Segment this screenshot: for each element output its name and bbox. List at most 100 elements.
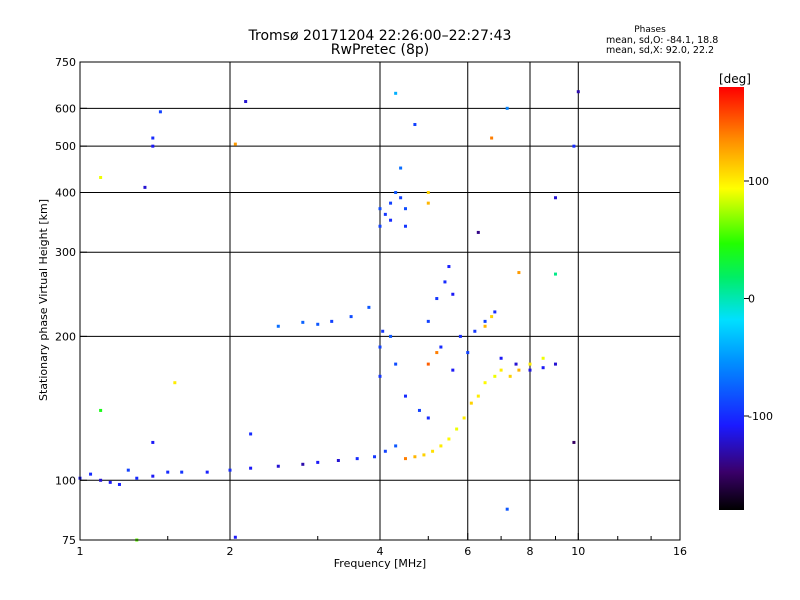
data-point	[180, 470, 184, 474]
colorbar-tick-label: 100	[748, 175, 769, 188]
data-point	[490, 136, 494, 140]
data-point	[541, 356, 545, 360]
data-point	[383, 449, 387, 453]
data-point	[301, 320, 305, 324]
colorbar-ticks: 100 0 -100	[744, 175, 773, 423]
data-point	[422, 453, 426, 457]
data-point	[301, 462, 305, 466]
data-point	[458, 334, 462, 338]
data-point	[151, 440, 155, 444]
data-point	[572, 440, 576, 444]
data-point	[403, 394, 407, 398]
x-tick-label: 2	[227, 545, 234, 558]
data-point	[508, 374, 512, 378]
colorbar-tick-label: -100	[748, 410, 773, 423]
data-point	[528, 362, 532, 366]
data-point	[399, 166, 403, 170]
phase-heading: Phases	[634, 25, 666, 35]
data-point	[413, 123, 417, 127]
data-point	[473, 329, 477, 333]
data-point	[316, 322, 320, 326]
data-point	[233, 535, 237, 539]
data-point	[517, 271, 521, 275]
data-point	[447, 437, 451, 441]
colorbar-tick-label: 0	[748, 293, 755, 306]
data-point	[413, 455, 417, 459]
series-group	[403, 315, 545, 461]
data-point	[378, 224, 382, 228]
series-group	[276, 305, 430, 420]
series-group	[426, 265, 557, 372]
series-group	[99, 90, 580, 542]
data-point	[378, 374, 382, 378]
data-point	[228, 468, 232, 472]
data-point	[403, 224, 407, 228]
data-point	[99, 175, 103, 179]
x-tick-label: 10	[571, 545, 585, 558]
colorbar	[719, 87, 744, 510]
data-point	[151, 474, 155, 478]
data-point	[435, 351, 439, 355]
y-axis-tick-labels: 75 100 200 300 400 500 600 750	[55, 56, 76, 547]
data-point	[426, 201, 430, 205]
data-point	[117, 482, 121, 486]
data-point	[205, 470, 209, 474]
data-point	[466, 351, 470, 355]
data-point	[383, 212, 387, 216]
data-point	[249, 432, 253, 436]
x-axis-label: Frequency [MHz]	[334, 557, 426, 570]
y-tick-label: 75	[62, 534, 76, 547]
y-tick-label: 200	[55, 330, 76, 343]
data-point	[394, 362, 398, 366]
data-point	[514, 362, 518, 366]
data-point	[403, 207, 407, 211]
data-point	[469, 401, 473, 405]
data-point	[389, 201, 393, 205]
data-point	[483, 324, 487, 328]
data-point	[381, 329, 385, 333]
data-point	[435, 297, 439, 301]
x-tick-label: 1	[77, 545, 84, 558]
data-point	[499, 368, 503, 372]
data-point	[389, 218, 393, 222]
data-point	[505, 106, 509, 110]
data-point	[572, 144, 576, 148]
data-point	[426, 190, 430, 194]
data-point	[373, 455, 377, 459]
data-point	[99, 408, 103, 412]
x-tick-label: 6	[464, 545, 471, 558]
data-point	[173, 381, 177, 385]
data-point	[483, 319, 487, 323]
data-point	[89, 472, 93, 476]
data-point	[394, 190, 398, 194]
y-tick-label: 500	[55, 140, 76, 153]
data-point	[244, 100, 248, 104]
data-point	[490, 315, 494, 319]
y-tick-label: 100	[55, 474, 76, 487]
data-point	[108, 480, 112, 484]
chart-title: Tromsø 20171204 22:26:00–22:27:43	[248, 28, 512, 44]
data-point	[330, 319, 334, 323]
data-point	[426, 362, 430, 366]
data-point	[394, 444, 398, 448]
x-axis-tick-labels: 1 2 4 6 8 10 16	[77, 545, 688, 558]
data-point	[451, 368, 455, 372]
phase-stats-x: mean, sd,X: 92.0, 22.2	[606, 45, 714, 56]
data-point	[336, 458, 340, 462]
data-point	[553, 196, 557, 200]
x-tick-label: 4	[377, 545, 384, 558]
data-point	[426, 319, 430, 323]
data-points	[78, 90, 580, 542]
data-point	[455, 427, 459, 431]
data-point	[553, 272, 557, 276]
data-point	[476, 394, 480, 398]
data-point	[249, 466, 253, 470]
data-point	[443, 280, 447, 284]
data-point	[447, 265, 451, 269]
data-point	[367, 305, 371, 309]
data-point	[378, 207, 382, 211]
y-tick-label: 600	[55, 102, 76, 115]
data-point	[151, 144, 155, 148]
data-point	[476, 230, 480, 234]
